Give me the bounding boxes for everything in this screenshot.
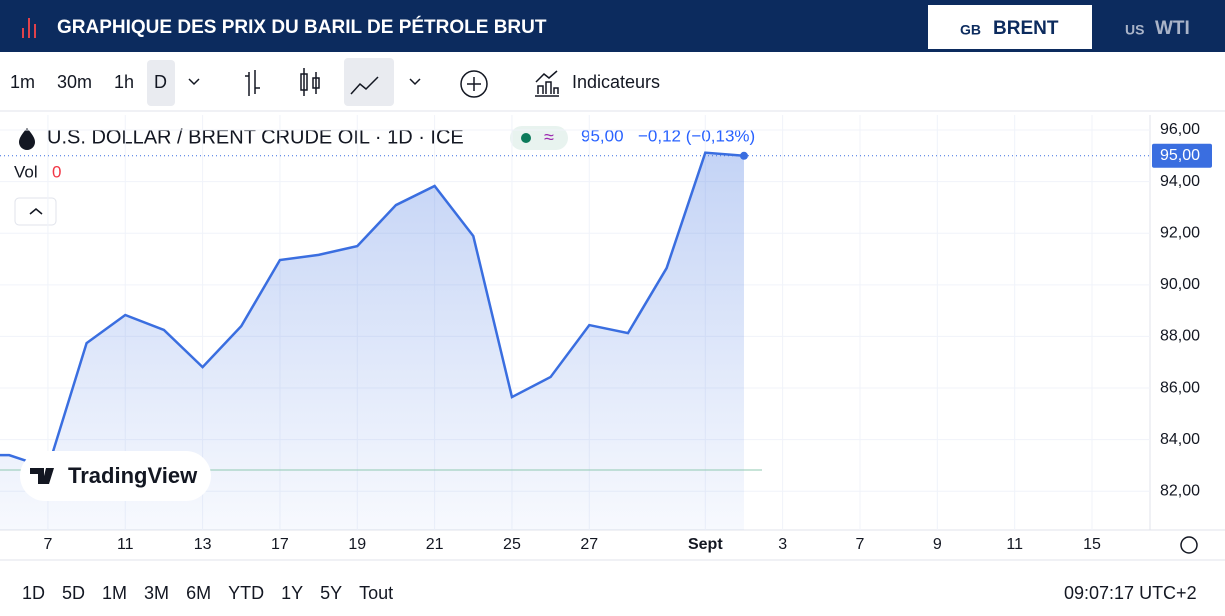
y-tick-label: 86,00 [1160, 379, 1200, 396]
x-tick-label: 21 [426, 536, 444, 553]
legend-change: −0,12 (−0,13%) [638, 126, 755, 145]
status-icon: ≈ [544, 127, 554, 147]
interval[interactable]: 1m [10, 72, 35, 92]
header-title: GRAPHIQUE DES PRIX DU BARIL DE PÉTROLE B… [57, 16, 547, 38]
symbol-icon [19, 128, 35, 150]
y-tick-label: 94,00 [1160, 173, 1200, 190]
range-button[interactable]: 5Y [320, 583, 342, 603]
interval[interactable]: 30m [57, 72, 92, 92]
x-tick-label: 13 [194, 536, 212, 553]
x-tick-label: 11 [117, 536, 134, 553]
price-tag [1152, 143, 1212, 168]
watermark-bg [20, 451, 211, 501]
volume-value: 0 [52, 162, 61, 181]
plot [0, 115, 1150, 530]
legend-price: 95,00 [581, 126, 624, 145]
area-fill [0, 152, 744, 530]
x-tick-label: 25 [503, 536, 521, 553]
dropdown[interactable] [188, 78, 200, 86]
tab-label[interactable]: WTI [1155, 18, 1190, 39]
interval[interactable]: 1h [114, 72, 134, 92]
status-pill [510, 126, 568, 150]
x-tick-label: 27 [580, 536, 598, 553]
range-button[interactable]: 1M [102, 583, 127, 603]
watermark-logo [30, 468, 54, 484]
range-button[interactable]: 1Y [281, 583, 303, 603]
x-tick-label: 3 [778, 536, 787, 553]
tab-flag: US [1125, 22, 1144, 38]
range-button[interactable]: YTD [228, 583, 264, 603]
settings-icon[interactable] [1180, 536, 1198, 554]
last-point [739, 151, 748, 160]
x-tick-label: 19 [348, 536, 366, 553]
interval[interactable]: D [154, 72, 167, 92]
y-tick-label: 92,00 [1160, 224, 1200, 241]
x-tick-label: 15 [1083, 536, 1101, 553]
y-tick-label: 90,00 [1160, 276, 1200, 293]
volume-label: Vol [14, 162, 38, 181]
x-tick-label: 11 [1006, 536, 1023, 553]
toolbar-icons[interactable] [245, 58, 559, 106]
indicators[interactable]: Indicateurs [572, 72, 660, 92]
watermark: TradingView [68, 463, 198, 488]
tab-flag: GB [960, 22, 981, 38]
y-tick-label: 96,00 [1160, 121, 1200, 138]
x-tick-label: Sept [688, 536, 723, 553]
tab-label[interactable]: BRENT [993, 18, 1059, 39]
range-button[interactable]: Tout [359, 583, 393, 603]
x-tick-label: 17 [271, 536, 289, 553]
y-tick-label: 82,00 [1160, 483, 1200, 500]
x-tick-label: 9 [933, 536, 942, 553]
y-tick-label: 88,00 [1160, 328, 1200, 345]
symbol: U.S. DOLLAR / BRENT CRUDE OIL · 1D · ICE [47, 126, 464, 148]
range-button[interactable]: 6M [186, 583, 211, 603]
range-button[interactable]: 3M [144, 583, 169, 603]
status-dot [521, 133, 531, 143]
interval-active [147, 60, 175, 106]
collapse-icon [29, 208, 43, 215]
price-tag-label: 95,00 [1160, 147, 1200, 164]
y-tick-label: 84,00 [1160, 431, 1200, 448]
clock: 09:07:17 UTC+2 [1064, 583, 1197, 603]
range-button[interactable]: 5D [62, 583, 85, 603]
header-icon [22, 18, 36, 38]
x-tick-label: 7 [856, 536, 865, 553]
tab-active[interactable] [928, 5, 1092, 49]
range-button[interactable]: 1D [22, 583, 45, 603]
collapse-button[interactable] [14, 197, 57, 226]
line [0, 151, 745, 470]
x-tick-label: 7 [43, 536, 52, 553]
